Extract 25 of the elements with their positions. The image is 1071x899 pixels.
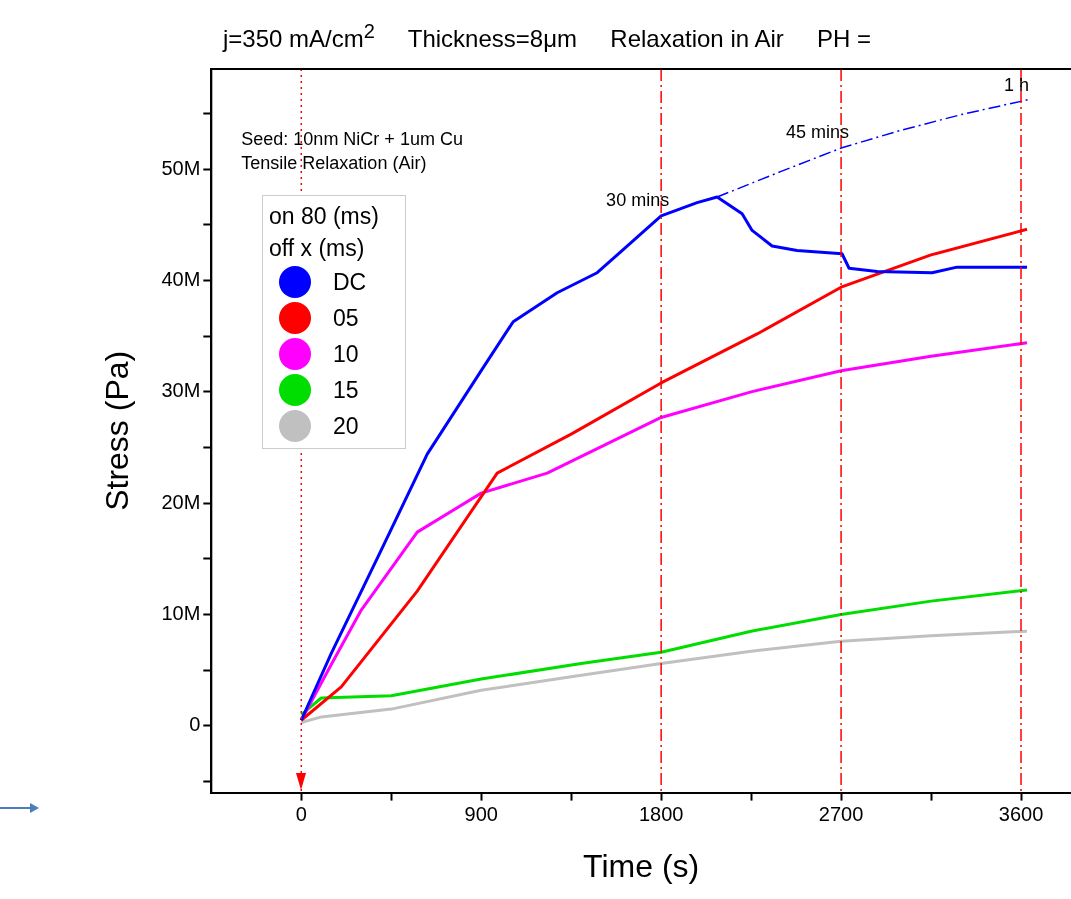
legend-label: 15 <box>333 376 359 404</box>
chart-title: j=350 mA/cm$^{2}$ Thickness=8μm Relaxation in Air PH = <box>223 20 872 52</box>
y-axis-title: Stress (Pa) <box>99 350 136 511</box>
x-tick-label: 2700 <box>818 803 864 826</box>
y-tick-label: 20M <box>161 490 201 513</box>
x-axis-title: Time (s) <box>583 847 700 884</box>
x-tick-label: 0 <box>295 803 307 826</box>
legend-label: DC <box>333 268 367 296</box>
legend-label: 10 <box>333 340 359 368</box>
legend-label: 05 <box>333 304 359 332</box>
legend-title: on 80 (ms) off x (ms) <box>269 202 380 263</box>
x-tick-label: 1800 <box>638 803 684 826</box>
y-tick-label: 10M <box>161 602 201 624</box>
x-tick-label: 3600 <box>998 803 1044 826</box>
annotation: Tensile Relaxation (Air) <box>241 152 427 173</box>
legend-label: 20 <box>333 412 359 440</box>
y-tick-label: 50M <box>161 156 201 179</box>
annotation: Seed: 10nm NiCr + 1um Cu <box>241 128 463 149</box>
annotation: 45 mins <box>786 122 850 143</box>
annotation: 30 mins <box>606 189 670 210</box>
y-tick-label: 0 <box>189 713 201 736</box>
x-tick-label: 900 <box>464 803 498 826</box>
y-tick-label: 30M <box>161 379 201 402</box>
y-tick-label: 40M <box>161 268 201 291</box>
annotation: 1 h <box>1003 75 1030 96</box>
